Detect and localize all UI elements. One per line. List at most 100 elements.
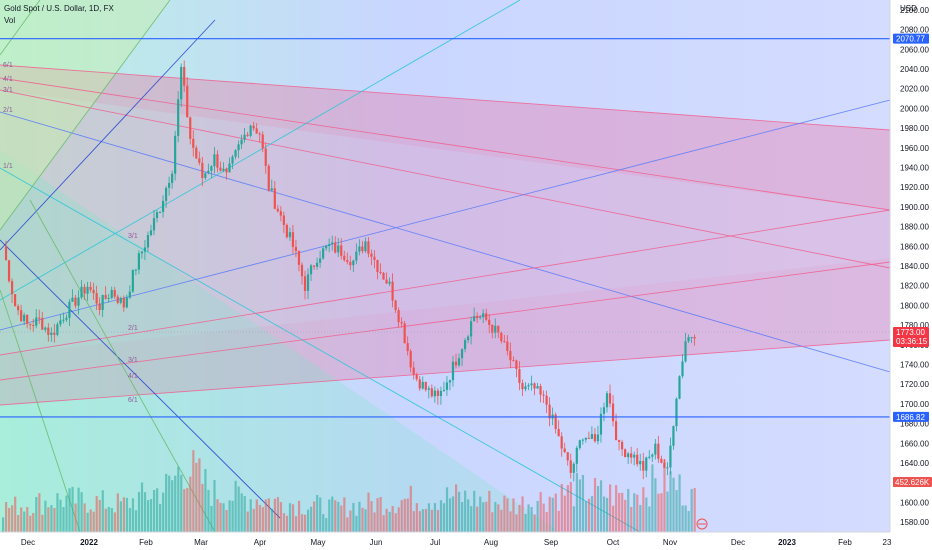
volume-bar <box>630 506 633 532</box>
volume-bar <box>578 479 582 532</box>
fan-label: 3/1 <box>128 233 138 240</box>
volume-bar <box>186 487 189 532</box>
volume-label[interactable]: Vol <box>4 16 16 25</box>
candle-body <box>171 173 174 183</box>
candle-body <box>343 255 346 261</box>
candle-body <box>155 212 159 219</box>
volume-bar <box>536 500 539 532</box>
volume-tag[interactable] <box>893 477 932 487</box>
candle-body <box>134 269 137 271</box>
volume-bar <box>180 474 183 532</box>
volume-bar <box>548 496 551 532</box>
volume-bar <box>234 480 237 532</box>
last-price-tag[interactable] <box>893 327 929 348</box>
candle-body <box>152 218 156 231</box>
symbol-title[interactable]: Gold Spot / U.S. Dollar, 1D, FX <box>4 4 114 13</box>
fan-line <box>0 19 216 251</box>
volume-bar <box>560 483 563 532</box>
volume-bar <box>669 471 672 532</box>
volume-bar <box>192 450 195 532</box>
volume-bar <box>77 487 80 532</box>
level-tag-upper-text: 2070.77 <box>896 35 925 44</box>
candle-body <box>189 117 192 139</box>
volume-bar <box>174 475 177 532</box>
candle-body <box>62 319 65 321</box>
candle-body <box>575 447 578 464</box>
x-tick-label: Oct <box>607 538 620 547</box>
candle-body <box>149 230 153 236</box>
price-axis-panel <box>890 0 932 550</box>
candle-body <box>421 381 424 389</box>
volume-bar <box>433 503 437 532</box>
volume-bar <box>400 500 403 532</box>
candle-body <box>237 144 240 151</box>
volume-bar <box>316 494 319 532</box>
x-tick-label: Dec <box>21 538 35 547</box>
candle-body <box>213 154 216 167</box>
volume-bar <box>213 480 216 532</box>
volume-bar <box>367 492 370 532</box>
volume-bar <box>361 507 364 532</box>
volume-bar <box>285 515 289 532</box>
volume-bar <box>65 495 68 532</box>
candle-body <box>186 85 189 118</box>
volume-bar <box>581 475 585 532</box>
candle-body <box>466 336 470 341</box>
candle-body <box>95 293 98 304</box>
volume-bar <box>385 508 388 532</box>
candle-body <box>427 388 430 390</box>
candle-body <box>457 358 461 366</box>
fan-line <box>0 239 281 519</box>
volume-bar <box>403 498 406 532</box>
volume-bar <box>325 518 328 532</box>
volume-bar <box>240 493 243 532</box>
candle-body <box>47 327 50 335</box>
volume-bar <box>648 506 651 532</box>
fan-line <box>0 111 891 373</box>
volume-bar <box>322 514 325 532</box>
candle-body <box>104 295 107 299</box>
volume-bar <box>663 459 666 532</box>
y-tick-label: 1880.00 <box>900 223 929 232</box>
time-axis-panel <box>0 532 932 550</box>
candle-body <box>13 294 17 307</box>
candle-body <box>35 317 38 326</box>
candle-body <box>687 337 690 342</box>
candle-body <box>164 187 168 201</box>
candle-body <box>451 361 455 381</box>
level-tag-lower[interactable] <box>893 411 929 422</box>
candle-body <box>222 168 225 171</box>
volume-bar <box>337 501 340 532</box>
candle-body <box>56 324 59 335</box>
volume-bar <box>467 499 470 532</box>
volume-bar <box>288 503 292 532</box>
volume-bar <box>92 511 95 532</box>
volume-bar <box>388 511 391 532</box>
volume-bar <box>210 505 213 532</box>
volume-bar <box>195 462 198 532</box>
volume-bar <box>376 498 379 532</box>
volume-bar <box>189 476 192 532</box>
candle-body <box>119 297 122 303</box>
y-tick-label: 2060.00 <box>900 45 929 54</box>
level-tag-upper[interactable] <box>893 33 929 44</box>
volume-bar <box>273 498 276 532</box>
candle-body <box>68 301 71 318</box>
candle-body <box>352 260 355 266</box>
candle-body <box>228 163 231 173</box>
volume-bar <box>340 505 343 532</box>
candle-body <box>38 317 41 319</box>
volume-bar <box>566 485 569 532</box>
candle-body <box>614 421 618 441</box>
replay-icon[interactable] <box>696 518 708 530</box>
fan-line <box>0 99 891 331</box>
candle-body <box>633 454 636 458</box>
volume-bar <box>482 502 485 532</box>
candle-body <box>418 379 421 389</box>
x-tick-label: Feb <box>139 538 153 547</box>
candle-body <box>385 279 388 284</box>
volume-bar <box>569 481 572 532</box>
volume-bar <box>621 492 624 532</box>
